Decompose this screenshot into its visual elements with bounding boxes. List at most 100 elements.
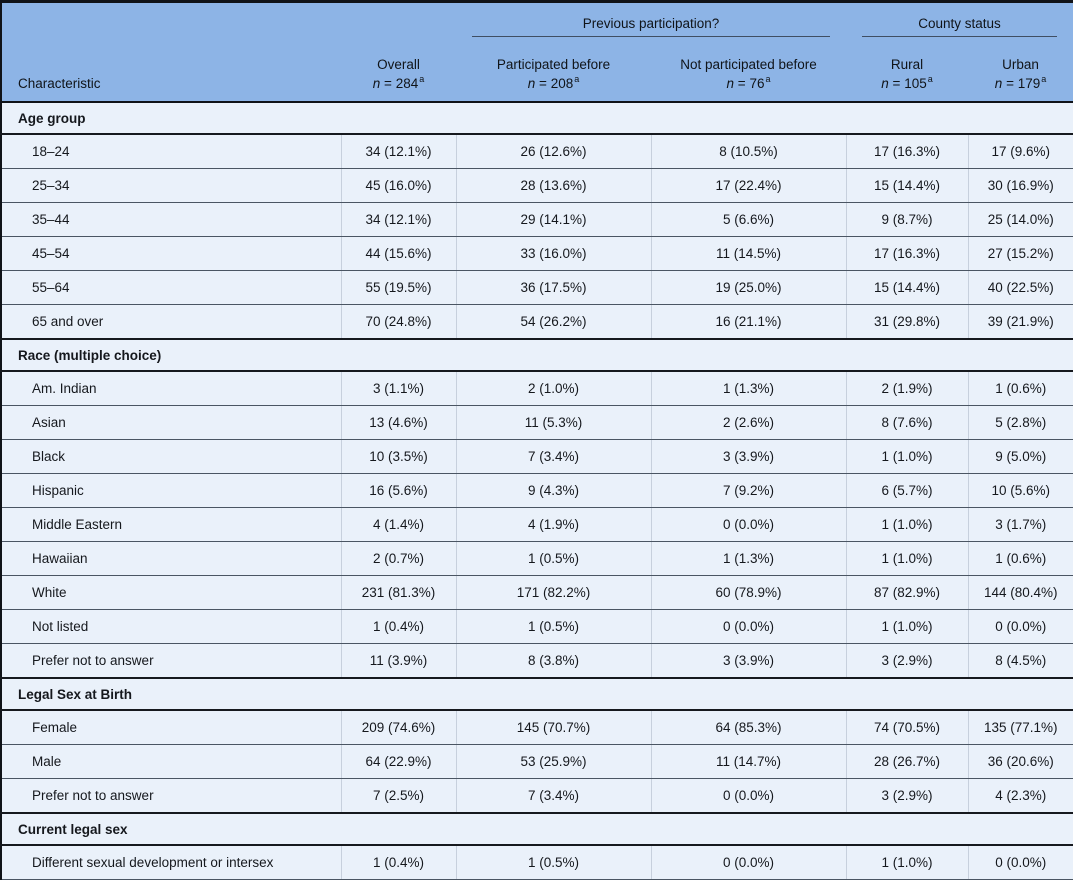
table-cell: 28 (26.7%) xyxy=(845,744,969,779)
table-cell: 1 (0.5%) xyxy=(455,541,651,576)
table-row: 55–64 55 (19.5%) 36 (17.5%) 19 (25.0%) 15 (1… xyxy=(1,270,1073,305)
section-header: Legal Sex at Birth xyxy=(1,677,1073,711)
table-cell: 34 (12.1%) xyxy=(340,202,456,237)
table-cell: 87 (82.9%) xyxy=(845,575,969,610)
row-label: Black xyxy=(1,439,341,474)
n-value: 208 xyxy=(550,75,574,91)
table-cell: 7 (9.2%) xyxy=(650,473,847,508)
column-header-row: Characteristic Overall n = 284a Particip… xyxy=(1,41,1073,103)
column-header-participated: Participated before n = 208a xyxy=(456,41,651,103)
column-title: Participated before xyxy=(496,56,611,72)
table-row: Different sexual development or intersex… xyxy=(1,845,1073,880)
spanner-label: Previous participation? xyxy=(472,16,831,37)
row-label: Prefer not to answer xyxy=(1,778,341,814)
table-cell: 144 (80.4%) xyxy=(967,575,1073,610)
row-label: Male xyxy=(1,744,341,779)
table-cell: 40 (22.5%) xyxy=(967,270,1073,305)
table-cell: 0 (0.0%) xyxy=(650,778,847,814)
table-cell: 3 (3.9%) xyxy=(650,439,847,474)
row-label: White xyxy=(1,575,341,610)
table-cell: 17 (22.4%) xyxy=(650,168,847,203)
table-row: Am. Indian 3 (1.1%) 2 (1.0%) 1 (1.3%) 2 (1.9… xyxy=(1,371,1073,406)
table-cell: 31 (29.8%) xyxy=(845,304,969,340)
section-header: Race (multiple choice) xyxy=(1,338,1073,372)
table-cell: 231 (81.3%) xyxy=(340,575,456,610)
n-symbol: n xyxy=(881,75,889,91)
footnote-mark: a xyxy=(765,74,771,85)
equals-sign: = xyxy=(737,75,746,91)
table-row: Female 209 (74.6%) 145 (70.7%) 64 (85.3%) 74… xyxy=(1,710,1073,745)
table-cell: 36 (20.6%) xyxy=(967,744,1073,779)
equals-sign: = xyxy=(892,75,901,91)
table-cell: 145 (70.7%) xyxy=(455,710,651,745)
table-row: 18–24 34 (12.1%) 26 (12.6%) 8 (10.5%) 17 (16… xyxy=(1,134,1073,169)
table-row: 65 and over 70 (24.8%) 54 (26.2%) 16 (21.1%… xyxy=(1,304,1073,340)
table-cell: 16 (21.1%) xyxy=(650,304,847,340)
table-cell: 9 (5.0%) xyxy=(967,439,1073,474)
table-cell: 1 (1.0%) xyxy=(845,541,969,576)
table-cell: 6 (5.7%) xyxy=(845,473,969,508)
table-cell: 11 (14.5%) xyxy=(650,236,847,271)
table-cell: 15 (14.4%) xyxy=(845,168,969,203)
table-cell: 4 (2.3%) xyxy=(967,778,1073,814)
column-header-overall: Overall n = 284a xyxy=(341,41,456,103)
table-cell: 16 (5.6%) xyxy=(340,473,456,508)
equals-sign: = xyxy=(539,75,547,91)
row-label: Hispanic xyxy=(1,473,341,508)
table-cell: 36 (17.5%) xyxy=(455,270,651,305)
table-cell: 1 (0.5%) xyxy=(455,609,651,644)
table-row: Not listed 1 (0.4%) 1 (0.5%) 0 (0.0%) 1 (1.0… xyxy=(1,609,1073,644)
n-value: 76 xyxy=(749,75,765,91)
table-cell: 1 (0.4%) xyxy=(340,609,456,644)
table-row: 45–54 44 (15.6%) 33 (16.0%) 11 (14.5%) 17 (1… xyxy=(1,236,1073,271)
n-value: 105 xyxy=(904,75,927,91)
row-label: 45–54 xyxy=(1,236,341,271)
row-label: Am. Indian xyxy=(1,371,341,406)
equals-sign: = xyxy=(1006,75,1014,91)
table-cell: 26 (12.6%) xyxy=(455,134,651,169)
table-cell: 2 (2.6%) xyxy=(650,405,847,440)
table-cell: 64 (85.3%) xyxy=(650,710,847,745)
table-cell: 3 (3.9%) xyxy=(650,643,847,679)
table-cell: 53 (25.9%) xyxy=(455,744,651,779)
table-row: White 231 (81.3%) 171 (82.2%) 60 (78.9%) 87 … xyxy=(1,575,1073,610)
column-title: Rural xyxy=(890,56,924,72)
column-header-not-participated: Not participated before n = 76a xyxy=(651,41,847,103)
table-header: Previous participation? County status Ch… xyxy=(1,1,1073,103)
table-cell: 8 (4.5%) xyxy=(967,643,1073,679)
column-title: Urban xyxy=(1002,56,1039,72)
table-row: Black 10 (3.5%) 7 (3.4%) 3 (3.9%) 1 (1.0%) 9 … xyxy=(1,439,1073,474)
table-row: 25–34 45 (16.0%) 28 (13.6%) 17 (22.4%) 15 (1… xyxy=(1,168,1073,203)
column-n: n = 284a xyxy=(345,74,452,93)
table-cell: 1 (1.3%) xyxy=(650,541,847,576)
table-cell: 9 (4.3%) xyxy=(455,473,651,508)
table-row: Prefer not to answer 7 (2.5%) 7 (3.4%) 0 (0… xyxy=(1,778,1073,814)
table-cell: 2 (1.9%) xyxy=(845,371,969,406)
row-label: 25–34 xyxy=(1,168,341,203)
n-symbol: n xyxy=(994,75,1003,91)
section-header: Current legal sex xyxy=(1,812,1073,846)
table-cell: 8 (7.6%) xyxy=(845,405,969,440)
table-cell: 11 (3.9%) xyxy=(340,643,456,679)
footnote-mark: a xyxy=(1041,74,1047,85)
table-cell: 17 (16.3%) xyxy=(845,134,969,169)
table-cell: 28 (13.6%) xyxy=(455,168,651,203)
table-row: Male 64 (22.9%) 53 (25.9%) 11 (14.7%) 28 (26… xyxy=(1,744,1073,779)
table-cell: 44 (15.6%) xyxy=(340,236,456,271)
column-n: n = 76a xyxy=(655,74,842,93)
table-cell: 3 (1.1%) xyxy=(340,371,456,406)
spanner-previous-participation: Previous participation? xyxy=(456,1,847,41)
table-cell: 0 (0.0%) xyxy=(967,609,1073,644)
table-cell: 3 (2.9%) xyxy=(845,778,969,814)
table-cell: 34 (12.1%) xyxy=(340,134,456,169)
column-title: Overall xyxy=(377,56,420,72)
spanner-label: County status xyxy=(862,16,1058,37)
row-label: Female xyxy=(1,710,341,745)
section-row: Age group xyxy=(1,101,1073,135)
column-header-label: Characteristic xyxy=(18,75,101,91)
n-symbol: n xyxy=(726,75,735,91)
table-cell: 70 (24.8%) xyxy=(340,304,456,340)
spanner-county-status: County status xyxy=(846,1,1073,41)
